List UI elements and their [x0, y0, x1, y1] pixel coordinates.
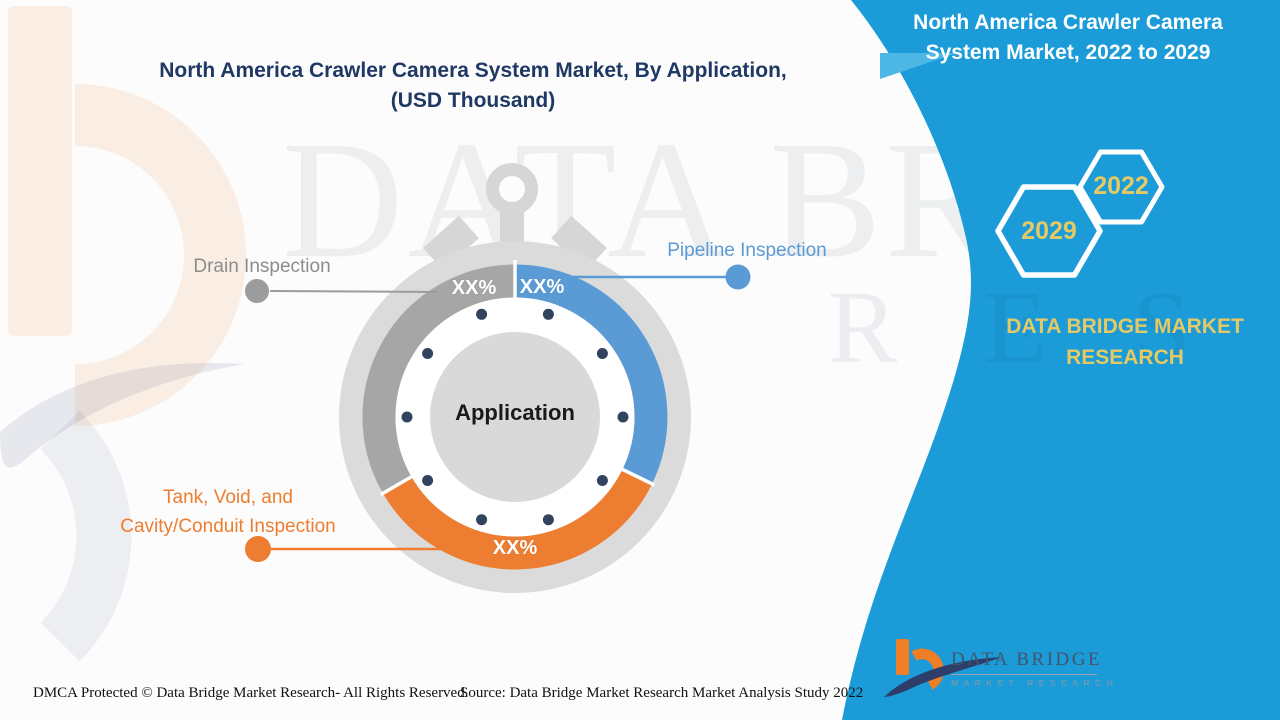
panel-title-line2: System Market, 2022 to 2029: [925, 41, 1211, 64]
tank-void-cavity-label: Tank, Void, and Cavity/Conduit Inspectio…: [120, 483, 335, 541]
footer-logo-brand: DATA BRIDGE: [951, 649, 1103, 670]
dial-dot: [476, 308, 488, 320]
dial-dot: [596, 348, 608, 359]
panel-title: North America Crawler Camera System Mark…: [858, 8, 1278, 68]
pipeline-inspection-label: Pipeline Inspection: [667, 240, 827, 261]
center-disc: [430, 332, 600, 502]
tank-leader-dot: [245, 536, 271, 562]
panel-brand-line2: RESEARCH: [1066, 346, 1184, 369]
panel-title-line1: North America Crawler Camera: [913, 11, 1223, 34]
footer-logo-subtitle: MARKET RESEARCH: [951, 678, 1119, 688]
logo-b-bar: [896, 639, 909, 675]
tank-label-line1: Tank, Void, and: [163, 487, 293, 508]
watermark-b-bowl: [74, 84, 246, 426]
segment-divider-left: [379, 473, 415, 497]
tank-segment-value: XX%: [492, 537, 538, 559]
footer-logo: DATA BRIDGE MARKET RESEARCH: [951, 649, 1119, 688]
dial-dot: [401, 411, 413, 423]
panel-fold-wedge: [880, 53, 957, 79]
segment-pipeline-inspection: [514, 264, 668, 484]
footer-logo-divider: [951, 674, 1097, 675]
logo-b-bowl: [911, 648, 944, 690]
segment-divider-right: [619, 466, 656, 487]
hexagon-2022: [1077, 149, 1165, 225]
dial-dot: [422, 475, 434, 486]
hexagon-year-2029: 2029: [1021, 217, 1077, 245]
hexagon-year-2022: 2022: [1093, 172, 1149, 200]
dmca-notice: DMCA Protected © Data Bridge Market Rese…: [33, 685, 469, 701]
panel-brand-line1: DATA BRIDGE MARKET: [1006, 315, 1244, 338]
dial-dot: [617, 411, 629, 423]
donut-center-label: Application: [455, 400, 575, 425]
dial-dot: [476, 514, 488, 526]
tank-label-line2: Cavity/Conduit Inspection: [120, 516, 336, 537]
stopwatch-right-pusher: [551, 215, 607, 271]
dial-dot: [542, 514, 554, 526]
panel-brand-text: DATA BRIDGE MARKET RESEARCH: [965, 311, 1280, 373]
pipeline-segment-value: XX%: [519, 276, 565, 298]
watermark-swoosh: [0, 362, 245, 468]
dial-dot: [542, 308, 554, 320]
stopwatch-crown-ring: [486, 163, 538, 215]
pipeline-leader-dot: [725, 264, 751, 290]
segment-drain-inspection: [362, 264, 516, 494]
background-logo-watermark: [0, 6, 246, 662]
drain-inspection-label: Drain Inspection: [193, 256, 331, 277]
drain-leader-dot: [245, 279, 269, 303]
dial-dot: [422, 348, 434, 359]
chart-title-line2: (USD Thousand): [390, 89, 556, 112]
watermark-d-arc: [40, 410, 132, 662]
logo-swoosh: [884, 657, 1002, 697]
chart-title-line1: North America Crawler Camera System Mark…: [159, 59, 787, 82]
stopwatch-crown-stem: [500, 206, 524, 248]
right-panel-background: [842, 0, 1280, 720]
dial-dot: [596, 475, 608, 486]
drain-leader-line: [269, 290, 439, 293]
segment-tank-void-cavity: [382, 469, 653, 570]
dial-dots: [401, 308, 629, 526]
hexagon-2029: [995, 184, 1103, 278]
chart-title: North America Crawler Camera System Mark…: [83, 56, 863, 116]
stopwatch-left-pusher: [423, 215, 479, 271]
drain-segment-value: XX%: [451, 277, 497, 299]
source-citation: Source: Data Bridge Market Research Mark…: [460, 685, 864, 701]
watermark-b-bar: [8, 6, 72, 336]
